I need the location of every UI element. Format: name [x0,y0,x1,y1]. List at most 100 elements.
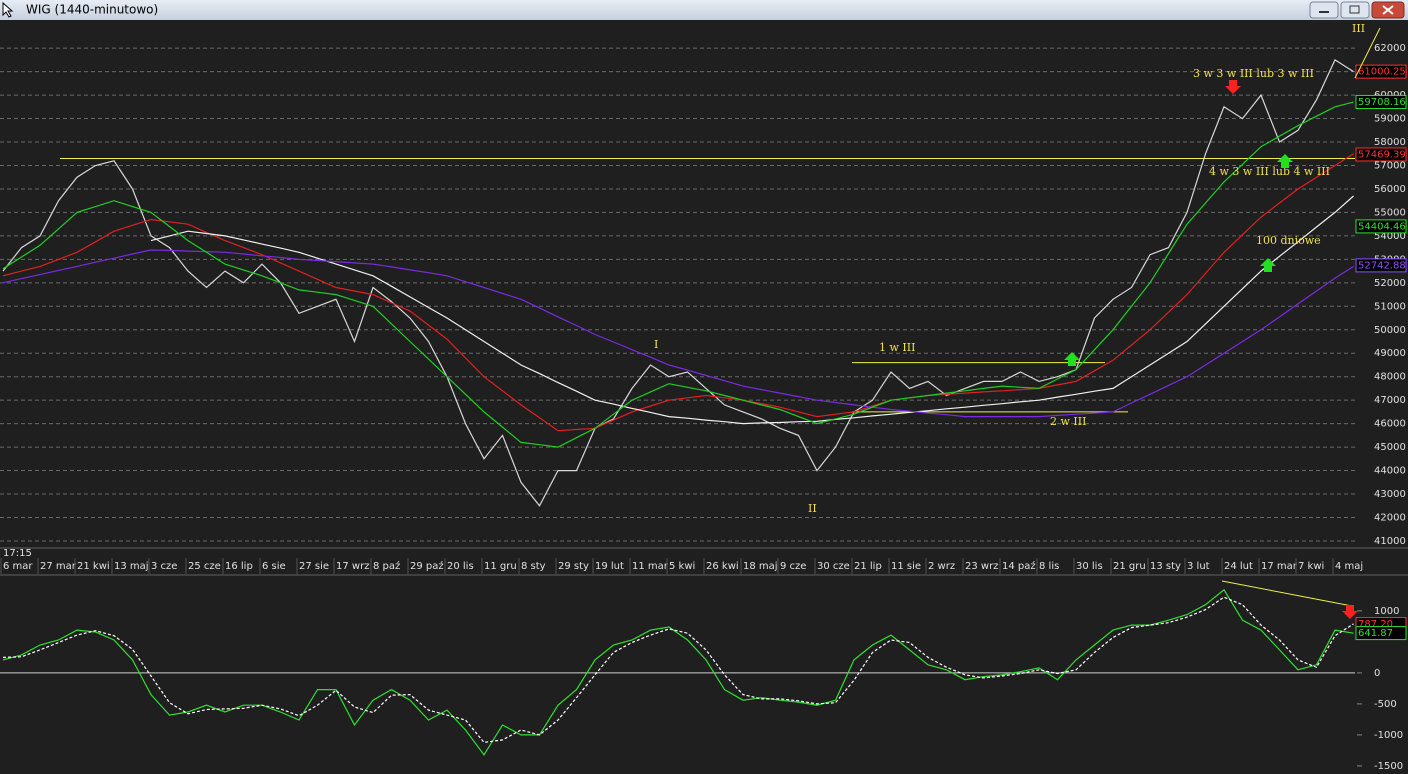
axes: 41000 42000 43000 44000 45000 46000 47000 48000… [0,22,1407,772]
series-line [150,195,1354,425]
minimize-button[interactable] [1309,1,1339,19]
x-tick-label: 29 paź [410,560,444,572]
x-tick-label: 5 kwi [669,561,695,572]
x-tick-label: 18 maj [743,561,778,572]
x-tick-label: 8 sty [521,561,546,572]
price-tag-label: 57469.39 [1358,149,1406,160]
price-tag-label: 641.87 [1358,628,1393,639]
x-tick-label: 13 maj [114,561,149,572]
annotation: 4 w 3 w III lub 4 w III [1209,165,1330,178]
price-tag-label: 52742.88 [1358,260,1406,271]
price-tag-label: 787.20 [1358,619,1393,630]
y-tick-label: 55000 [1374,207,1406,218]
x-tick-label: 6 mar [3,561,33,572]
x-tick-label: 17 wrz [336,561,369,572]
x-tick-label: 8 lis [1039,561,1059,572]
x-tick-label: 24 lut [1224,561,1253,572]
x-tick-label: 16 lip [225,561,253,572]
x-tick-label: 29 sty [558,561,589,572]
trend-line [1221,580,1353,607]
arrow-up [1064,352,1080,366]
y-tick-label: -1500 [1374,761,1403,772]
price-tag [1355,147,1407,162]
restore-button[interactable] [1340,1,1370,19]
y-tick-label: -500 [1374,699,1397,710]
time-label: 17:15 [3,548,32,559]
x-tick-label: 25 cze [188,561,221,572]
x-tick-label: 3 cze [151,561,177,572]
x-tick-label: 21 gru [1113,561,1146,572]
cursor-icon [2,1,14,18]
y-tick-label: 51000 [1374,301,1406,312]
x-tick-label: 17 mar [1261,561,1298,572]
trend-line [1354,27,1381,79]
y-tick-label: 52000 [1374,278,1406,289]
series-line [2,59,1354,507]
x-tick-label: 30 lis [1076,561,1103,572]
x-tick-label: 11 mar [632,561,669,572]
series-line [2,249,1354,418]
y-tick-label: 54000 [1374,231,1406,242]
arrow-down [1225,80,1241,94]
annotation: II [808,502,817,515]
x-tick-label: 9 cze [780,561,806,572]
arrow-up [1260,258,1276,272]
series-line [2,153,1354,432]
y-tick-label: 59000 [1374,114,1406,125]
x-tick-label: 7 kwi [1298,561,1324,572]
x-tick-label: 14 paź [1002,560,1036,572]
price-tag-label: 59708.16 [1358,97,1406,108]
y-tick-label: 0 [1374,668,1380,679]
y-tick-label: 50000 [1374,325,1406,336]
series-line [2,596,1354,744]
x-tick-label: 11 gru [484,561,517,572]
price-tag [1355,219,1407,234]
x-tick-label: 2 wrz [928,561,955,572]
x-tick-label: 20 lis [447,561,474,572]
window-title: WIG (1440-minutowo) [26,3,158,17]
series-line [2,101,1354,448]
x-tick-label: 4 maj [1335,561,1363,572]
x-tick-label: 3 lut [1187,561,1210,572]
x-tick-label: 21 kwi [77,561,110,572]
price-tag-label: 54404.46 [1358,221,1406,232]
x-tick-label: 30 cze [817,561,850,572]
y-tick-label: 58000 [1374,137,1406,148]
x-tick-label: 26 kwi [706,561,739,572]
y-tick-label: 48000 [1374,372,1406,383]
annotation: 2 w III [1050,415,1086,428]
x-tick-label: 13 sty [1150,561,1181,572]
arrow-up [1277,154,1293,168]
y-tick-label: 41000 [1374,536,1406,547]
x-tick-label: 21 lip [854,561,882,572]
price-tag [1355,94,1407,109]
y-tick-label: 42000 [1374,512,1406,523]
arrow-down [1342,605,1358,619]
price-panel [0,47,1355,542]
x-tick-label: 27 mar [40,561,77,572]
y-tick-label: 49000 [1374,348,1406,359]
x-tick-label: 6 sie [262,561,286,572]
y-tick-label: 47000 [1374,395,1406,406]
annotation: 1 w III [879,341,915,354]
price-tag [1355,626,1407,641]
x-tick-label: 19 lut [595,561,624,572]
y-tick-label: 44000 [1374,466,1406,477]
y-tick-label: 62000 [1374,43,1406,54]
annotation: 3 w 3 w III lub 3 w III [1193,67,1314,80]
annotation: 100 dniowe [1256,234,1321,247]
price-tag [1355,258,1407,273]
title-bar [0,0,1408,20]
annotation: III [1352,22,1365,35]
y-tick-label: 46000 [1374,419,1406,430]
x-tick-label: 23 wrz [965,561,998,572]
y-tick-label: 43000 [1374,489,1406,500]
y-tick-label: -1000 [1374,730,1403,741]
price-tag [1355,64,1407,79]
window-buttons [1309,1,1405,19]
price-tag-label: 61000.25 [1358,67,1406,78]
y-tick-label: 45000 [1374,442,1406,453]
y-tick-label: 1000 [1374,606,1399,617]
